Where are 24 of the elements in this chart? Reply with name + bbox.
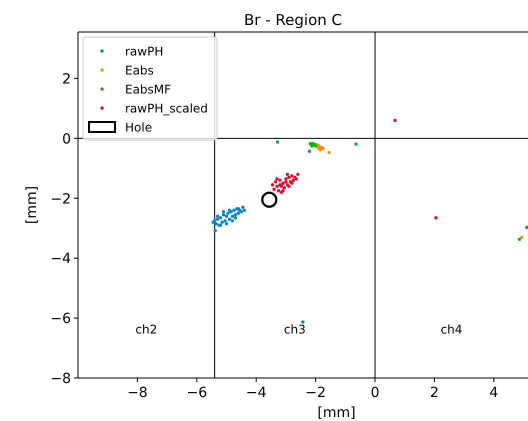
legend-label: rawPH_scaled <box>125 102 208 116</box>
legend-label: Hole <box>125 120 152 134</box>
y-tick-label: 0 <box>62 131 71 148</box>
x-tick-label: −4 <box>246 385 267 401</box>
y-axis-title: [mm] <box>24 186 40 224</box>
x-tick-label: 2 <box>430 385 439 401</box>
legend-label: Eabs <box>125 64 154 78</box>
y-tick-label: −4 <box>50 251 72 268</box>
y-tick-label: −8 <box>50 371 71 387</box>
chart-title: Br - Region C <box>244 11 342 29</box>
x-tick-label: 0 <box>370 385 380 401</box>
x-tick-label: −2 <box>305 385 326 401</box>
annotation: ch3 <box>284 322 306 336</box>
x-tick-label: −8 <box>127 385 148 401</box>
annotation: ch4 <box>440 322 462 336</box>
y-tick-label: −6 <box>50 311 72 328</box>
x-tick-label: −6 <box>186 385 208 401</box>
y-tick-label: −2 <box>50 191 71 208</box>
x-axis-title: [mm] <box>317 405 356 421</box>
legend-label: EabsMF <box>125 82 172 96</box>
y-tick-label: 2 <box>62 71 71 88</box>
x-tick-label: 4 <box>489 385 498 401</box>
annotation: ch2 <box>135 322 158 336</box>
legend-label: rawPH <box>125 44 164 58</box>
